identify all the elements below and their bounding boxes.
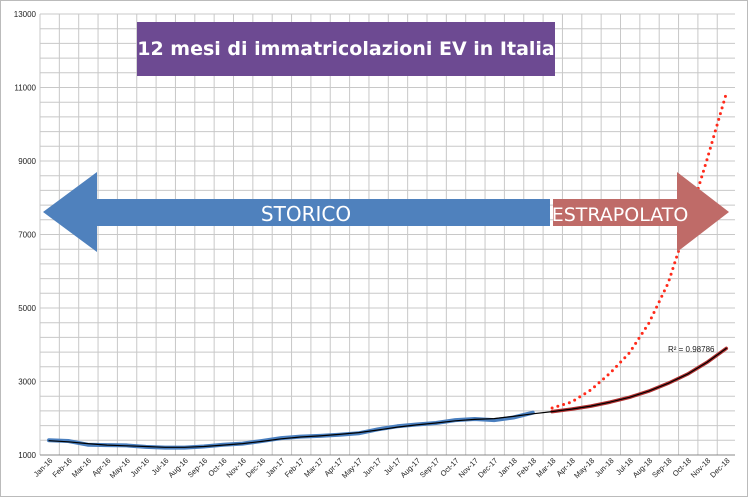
y-tick-label: 13000: [14, 10, 37, 19]
x-tick-label: Jan-18: [496, 456, 519, 479]
x-tick-label: Mar-17: [302, 456, 325, 479]
r-squared-label: R² = 0.98786: [668, 345, 715, 354]
x-tick-label: Feb-16: [51, 456, 74, 479]
x-tick-label: Mar-16: [70, 456, 93, 479]
series-historic: [47, 410, 535, 450]
y-tick-label: 1000: [18, 451, 36, 460]
y-tick-label: 11000: [14, 84, 36, 93]
series-exponential-extrapolation: [550, 91, 728, 410]
x-tick-label: Nov-18: [689, 456, 712, 479]
x-tick-label: Mar-18: [534, 456, 557, 479]
x-tick-label: Jun-16: [129, 456, 152, 479]
x-tick-label: Nov-17: [457, 456, 480, 479]
x-tick-label: Sep-17: [418, 456, 441, 479]
x-tick-label: May-17: [340, 456, 364, 480]
estrapolato-label: ESTRAPOLATO: [552, 204, 689, 226]
x-tick-label: Dec-18: [708, 456, 731, 479]
chart-title: 12 mesi di immatricolazioni EV in Italia: [137, 38, 555, 60]
x-tick-label: Dec-17: [476, 456, 499, 479]
x-tick-label: Sep-16: [186, 456, 209, 479]
series-layer: [47, 91, 729, 450]
storico-arrow: STORICO: [43, 172, 550, 252]
x-tick-label: Jun-17: [361, 456, 384, 479]
x-tick-label: Nov-16: [224, 456, 247, 479]
x-tick-label: Feb-17: [283, 456, 306, 479]
series-polynomial-extrapolation: [550, 346, 729, 414]
x-tick-label: May-18: [572, 456, 596, 480]
x-tick-label: May-16: [108, 456, 132, 480]
x-tick-label: Jan-17: [264, 456, 287, 479]
x-tick-label: Feb-18: [515, 456, 538, 479]
grid: [39, 13, 735, 456]
x-tick-label: Aug-18: [631, 456, 654, 479]
series-trend: [48, 347, 727, 448]
y-tick-label: 9000: [18, 157, 36, 166]
storico-label: STORICO: [261, 202, 351, 226]
title-box: 12 mesi di immatricolazioni EV in Italia: [137, 22, 555, 76]
estrapolato-arrow: ESTRAPOLATO: [552, 172, 729, 252]
x-axis-ticks: Jan-16Feb-16Mar-16Apr-16May-16Jun-16Jul-…: [32, 456, 732, 480]
y-axis-ticks: 1000 3000 5000 7000 9000 11000 13000: [14, 10, 37, 460]
x-tick-label: Sep-18: [650, 456, 673, 479]
x-tick-label: Aug-16: [166, 456, 189, 479]
x-tick-label: Aug-17: [399, 456, 422, 479]
y-tick-label: 3000: [18, 378, 36, 387]
x-tick-label: Dec-16: [244, 456, 267, 479]
y-tick-label: 5000: [18, 304, 36, 313]
y-tick-label: 7000: [18, 231, 36, 240]
x-tick-label: Jun-18: [593, 456, 616, 479]
